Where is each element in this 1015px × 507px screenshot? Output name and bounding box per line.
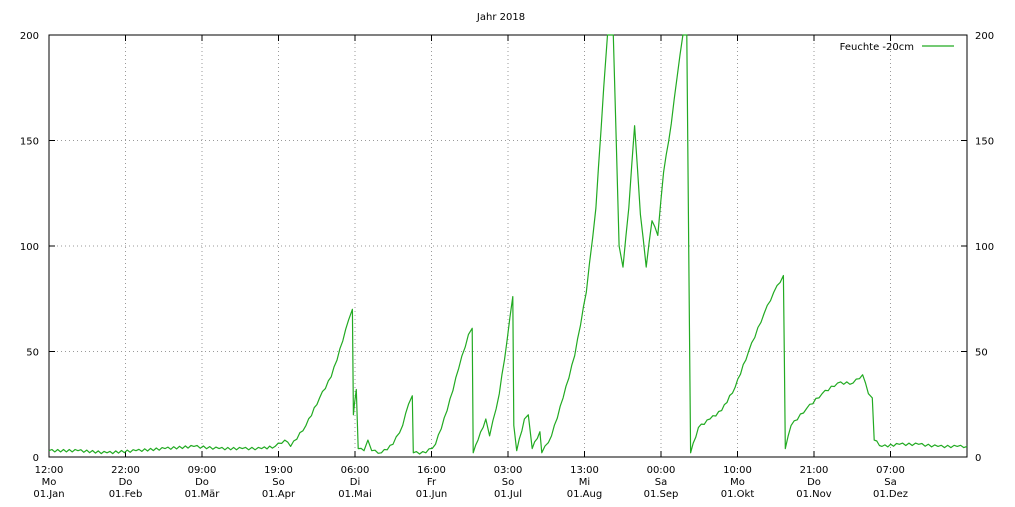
x-tick-time: 19:00: [264, 465, 293, 476]
x-tick-date: 01.Jun: [416, 489, 448, 500]
x-tick-date: 01.Aug: [567, 489, 602, 500]
x-tick-day: Mo: [42, 477, 57, 488]
x-tick-date: 01.Mai: [338, 489, 371, 500]
grid: [49, 35, 967, 457]
chart-title: Jahr 2018: [476, 12, 525, 23]
series-layer: [48, 34, 968, 455]
y-tick-label-left: 0: [33, 453, 39, 464]
x-tick-time: 00:00: [647, 465, 676, 476]
legend: Feuchte -20cm: [840, 42, 954, 53]
x-tick-day: Mi: [579, 477, 590, 488]
y-tick-label-left: 50: [26, 348, 39, 359]
x-tick-date: 01.Dez: [873, 489, 908, 500]
x-tick-time: 09:00: [188, 465, 217, 476]
x-tick-date: 01.Okt: [721, 489, 755, 500]
x-tick-day: Do: [807, 477, 821, 488]
x-tick-time: 16:00: [417, 465, 446, 476]
x-tick-date: 01.Apr: [262, 489, 296, 500]
x-axis: 12:00Mo01.Jan22:00Do01.Feb09:00Do01.Mär1…: [33, 35, 908, 500]
x-tick-date: 01.Nov: [796, 489, 832, 500]
x-tick-date: 01.Feb: [109, 489, 143, 500]
y-tick-label-right: 200: [975, 31, 994, 42]
y-tick-label-right: 150: [975, 137, 994, 148]
y-tick-label-left: 150: [20, 137, 39, 148]
x-tick-time: 07:00: [876, 465, 905, 476]
x-tick-time: 12:00: [35, 465, 64, 476]
y-tick-label-left: 200: [20, 31, 39, 42]
x-tick-date: 01.Jan: [33, 489, 64, 500]
y-tick-label-right: 100: [975, 242, 994, 253]
x-tick-day: Mo: [730, 477, 745, 488]
x-tick-date: 01.Mär: [185, 489, 221, 500]
x-tick-date: 01.Jul: [494, 489, 522, 500]
x-tick-time: 21:00: [800, 465, 829, 476]
x-tick-day: So: [502, 477, 514, 488]
legend-label: Feuchte -20cm: [840, 42, 914, 53]
x-tick-day: Fr: [427, 477, 437, 488]
x-tick-time: 13:00: [570, 465, 599, 476]
x-tick-day: Sa: [884, 477, 896, 488]
y-tick-label-right: 50: [975, 348, 988, 359]
x-tick-time: 03:00: [494, 465, 523, 476]
x-tick-time: 10:00: [723, 465, 752, 476]
x-tick-time: 06:00: [341, 465, 370, 476]
x-tick-time: 22:00: [111, 465, 140, 476]
x-tick-day: So: [272, 477, 284, 488]
x-tick-day: Di: [350, 477, 360, 488]
x-tick-date: 01.Sep: [644, 489, 679, 500]
y-tick-label-right: 0: [975, 453, 981, 464]
x-tick-day: Do: [195, 477, 209, 488]
x-tick-day: Sa: [655, 477, 667, 488]
y-tick-label-left: 100: [20, 242, 39, 253]
x-tick-day: Do: [119, 477, 133, 488]
series-line: [48, 34, 968, 455]
y-axis: 0 0 50 50 100 100 150 150 200 200: [20, 31, 994, 464]
